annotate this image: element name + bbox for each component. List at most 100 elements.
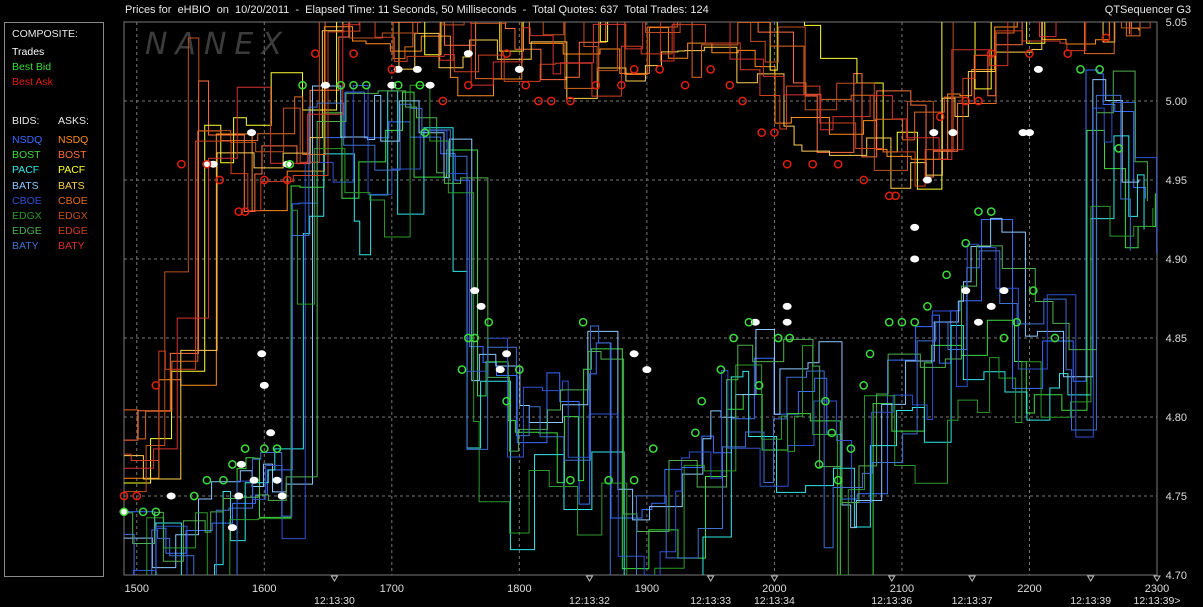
trade-point: [782, 302, 792, 310]
best-ask-point: [591, 80, 601, 90]
best-bid-point: [910, 317, 920, 327]
best-ask-point: [119, 491, 129, 501]
x-tick-label: 1900: [635, 583, 659, 595]
trade-point: [257, 350, 267, 358]
best-ask-point: [706, 65, 715, 74]
best-bid-point: [219, 475, 228, 485]
time-label: 12:13:32: [569, 595, 610, 607]
best-ask-point: [259, 175, 269, 185]
trade-point: [986, 302, 996, 310]
best-ask-point: [833, 159, 843, 169]
legend-ask-nsdq: NSDQ: [58, 134, 89, 146]
best-bid-point: [119, 507, 129, 517]
trade-point: [425, 81, 435, 89]
best-bid-point: [833, 475, 843, 485]
bid-line-nsdq: [124, 69, 1146, 554]
best-bid-point: [1050, 333, 1060, 343]
legend-panel: COMPOSITE: Trades Best Bid Best Ask BIDS…: [4, 22, 104, 577]
best-ask-point: [961, 96, 971, 106]
trade-point: [642, 366, 652, 374]
best-bid-point: [754, 381, 764, 390]
best-bid-point: [1095, 65, 1104, 74]
best-bid-point: [859, 381, 869, 390]
time-marker: [1086, 575, 1095, 582]
best-bid-point: [897, 317, 907, 327]
trade-point: [249, 476, 259, 484]
best-bid-point: [240, 444, 250, 453]
x-tick-label: 2100: [890, 583, 914, 595]
trade-point: [470, 287, 480, 295]
y-tick-label: 4.75: [1166, 491, 1187, 503]
best-ask-point: [502, 49, 511, 58]
ask-line-baty: [124, 22, 1057, 469]
trade-point: [961, 287, 971, 295]
trade-point: [514, 65, 524, 73]
best-ask-point: [725, 80, 735, 90]
y-tick-label: 5.00: [1166, 96, 1187, 108]
best-bid-point: [1028, 286, 1038, 295]
best-ask-point: [202, 159, 212, 169]
legend-bid-nsdq: NSDQ: [12, 134, 43, 146]
best-bid-point: [393, 80, 403, 90]
best-bid-point: [138, 507, 148, 517]
trade-point: [393, 65, 403, 73]
best-ask-point: [438, 96, 448, 106]
best-ask-point: [177, 159, 186, 169]
x-tick-label: 2200: [1017, 583, 1041, 595]
bid-line-edgx: [146, 84, 1154, 575]
legend-ask-cboe: CBOE: [58, 194, 88, 207]
best-bid-point: [484, 317, 494, 327]
best-ask-point: [808, 159, 818, 169]
best-ask-point: [891, 191, 900, 201]
best-bid-point: [228, 460, 237, 469]
legend-ask-bost: BOST: [58, 149, 87, 162]
best-bid-point: [629, 475, 639, 485]
trade-point: [259, 381, 269, 389]
best-bid-point: [1012, 317, 1022, 327]
time-marker: [585, 575, 594, 582]
best-ask-point: [629, 65, 639, 74]
x-tick-label: 2000: [762, 583, 786, 595]
time-label: 12:13:36: [871, 595, 912, 607]
ask-line-bost: [124, 22, 1023, 441]
best-bid-point: [697, 396, 707, 406]
best-ask-point: [215, 175, 224, 185]
best-bid-point: [999, 333, 1009, 343]
best-ask-point: [534, 96, 543, 106]
best-bid-point: [690, 428, 700, 438]
legend-ask-bats: BATS: [58, 179, 85, 192]
trade-point: [929, 129, 939, 137]
bid-line-bats: [124, 79, 1140, 569]
trade-point: [387, 81, 397, 89]
watermark: NANEX: [145, 27, 290, 62]
trade-point: [1033, 65, 1043, 73]
best-bid-point: [151, 507, 161, 517]
best-ask-point: [1063, 49, 1073, 58]
best-bid-point: [463, 333, 473, 343]
bid-line-baty: [124, 94, 1131, 575]
time-marker: [1153, 575, 1161, 582]
composite-label: COMPOSITE:: [12, 28, 78, 40]
best-bid-point: [189, 491, 199, 501]
x-tick-label: 1600: [252, 583, 276, 595]
best-bid-point: [259, 444, 269, 453]
time-label: 12:13:33: [690, 595, 731, 607]
trade-point: [412, 65, 422, 73]
best-bid-point: [457, 365, 467, 374]
best-ask-point: [521, 80, 531, 90]
time-label: 12:13:30: [314, 595, 355, 607]
time-label: 12:13:34: [754, 595, 795, 607]
bids-label: BIDS:: [12, 115, 40, 127]
y-tick-label: 4.70: [1166, 570, 1187, 582]
legend-trades: Trades: [12, 46, 45, 58]
y-tick-label: 5.05: [1166, 17, 1187, 29]
x-tick-label: 1700: [380, 583, 404, 595]
trade-point: [202, 160, 212, 168]
best-ask-point: [935, 112, 945, 122]
legend-bid-bats: BATS: [12, 179, 39, 192]
asks-label: ASKS:: [58, 115, 89, 127]
trade-point: [463, 50, 473, 58]
best-bid-point: [827, 428, 837, 438]
trade-point: [247, 129, 257, 137]
best-ask-point: [884, 191, 894, 201]
